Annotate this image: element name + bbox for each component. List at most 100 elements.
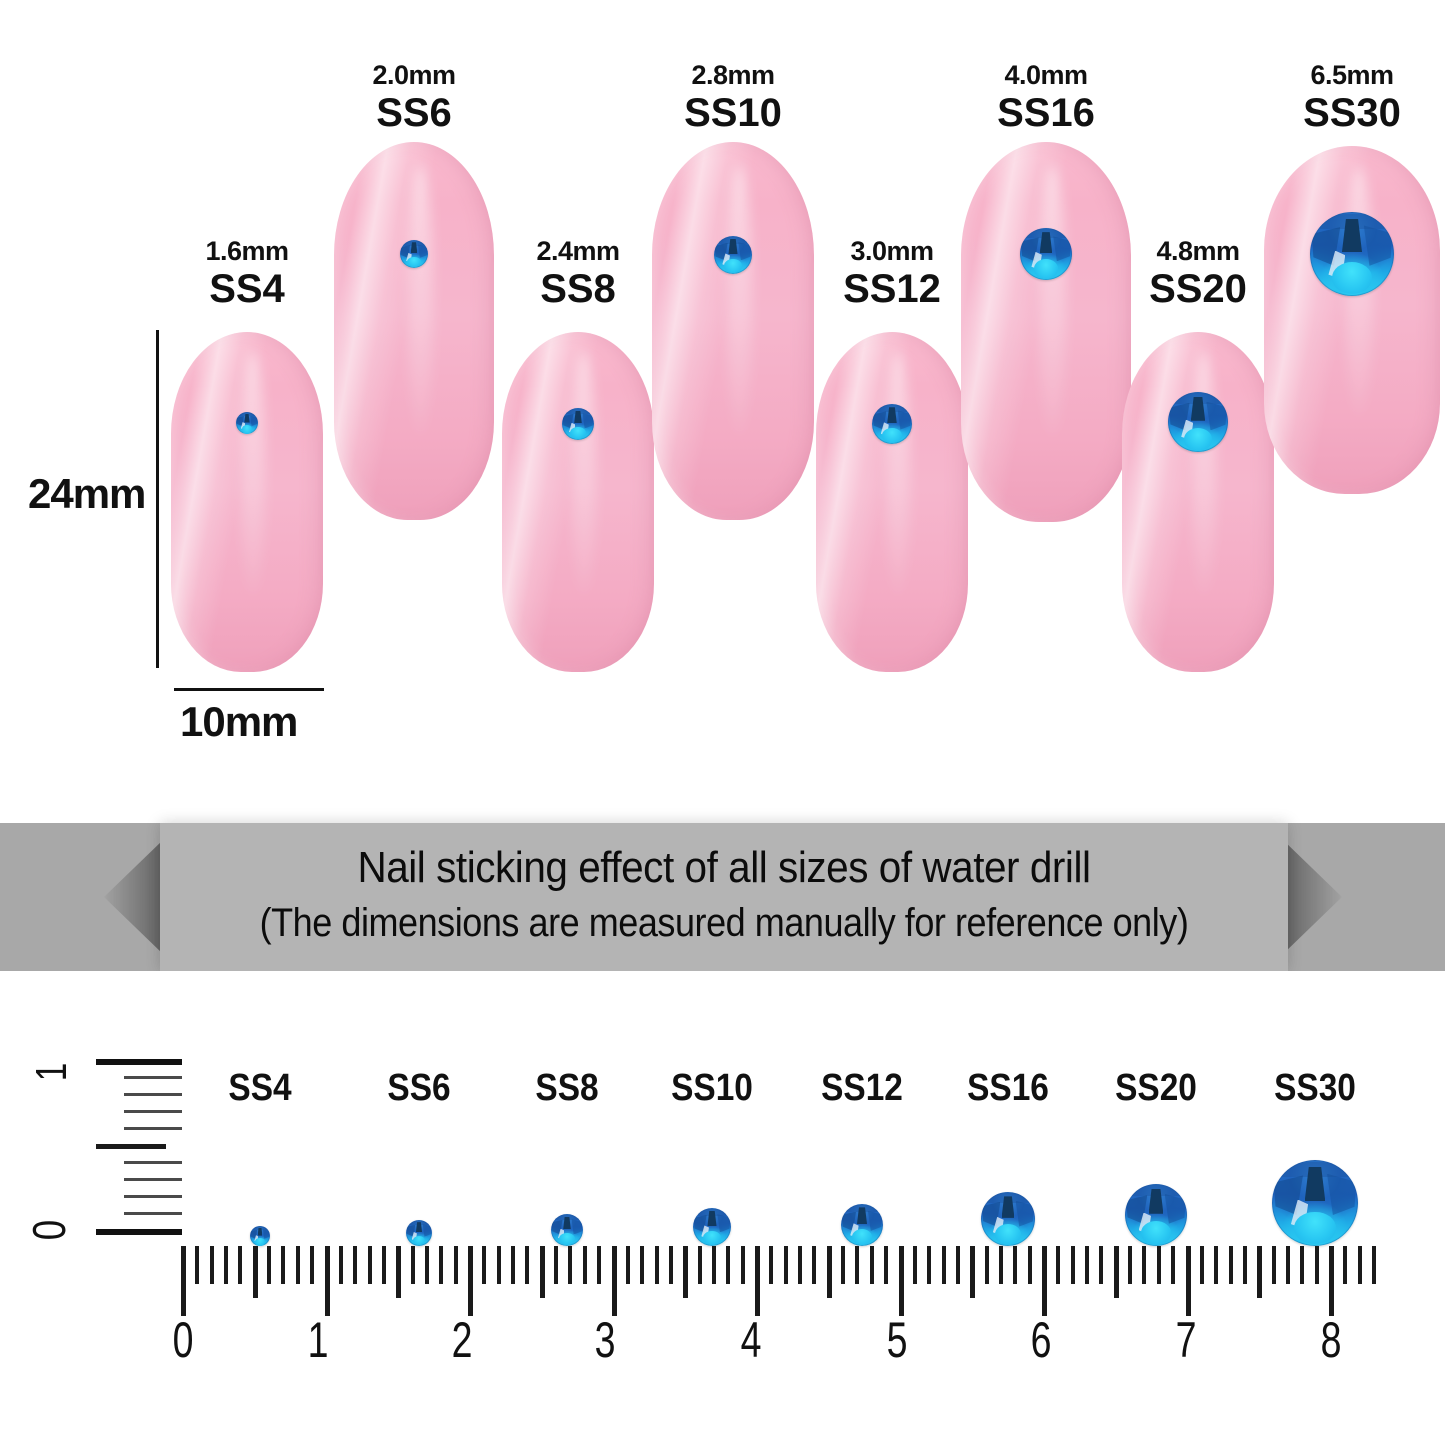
rhinestone-facet-rf	[1164, 1193, 1186, 1224]
nail-size-ss-ss30: SS30	[1303, 91, 1401, 135]
rhinestone-facet-crown	[257, 1227, 263, 1236]
nail-size-mm-ss12: 3.0mm	[850, 236, 934, 266]
ruler-rhinestone-wrap-ss6	[406, 1220, 432, 1246]
nail-tip-ss4	[171, 332, 323, 672]
ruler-tick-minor	[625, 1246, 630, 1284]
nail-label-ss10: 2.8mm SS10	[684, 62, 782, 135]
rhinestone-facet-crown	[1341, 218, 1363, 253]
ruler-rhinestone-wrap-ss16	[981, 1192, 1035, 1246]
rhinestone-on-nail-ss30	[1310, 212, 1394, 296]
vertical-measure-label: 24mm	[28, 470, 146, 517]
ruler-tick-major	[324, 1246, 330, 1316]
rhinestone-facet-lf	[714, 242, 728, 261]
nail-label-ss16: 4.0mm SS16	[997, 62, 1095, 134]
ruler-tick-minor	[1156, 1246, 1161, 1284]
ruler-rhinestone-ss20	[1125, 1184, 1187, 1246]
ruler-tick-minor	[927, 1246, 932, 1284]
rhinestone-facet-lf	[982, 1201, 1001, 1227]
rhinestone-on-nail-ss20	[1168, 392, 1228, 452]
ruler-tick-minor	[582, 1246, 587, 1284]
ruler-rhinestone-ss30	[1272, 1160, 1358, 1246]
ruler-tick-mid	[1257, 1246, 1263, 1298]
rhinestone-facet-rf	[571, 1219, 583, 1235]
ruler-tick-minor	[668, 1246, 673, 1284]
ruler-tick-major	[181, 1246, 186, 1316]
vertical-ruler-tick-minor	[124, 1195, 182, 1198]
ruler-tick-major	[611, 1246, 617, 1316]
nail-tip-ss10	[652, 142, 814, 520]
vertical-ruler-tick-mid	[96, 1144, 166, 1149]
nail-label-ss30: 6.5mm SS30	[1303, 62, 1401, 135]
rhinestone-facet-lf	[872, 411, 887, 430]
ruler-tick-minor	[1300, 1246, 1305, 1284]
rhinestone-facet-rf	[582, 413, 594, 429]
ruler-tick-major	[1185, 1246, 1191, 1316]
ruler-tick-mid	[539, 1246, 545, 1298]
vertical-ruler-tick-minor	[124, 1093, 182, 1096]
rhinestone-facet-crown	[1190, 396, 1206, 421]
ruler-tick-minor	[568, 1246, 573, 1284]
nail-label-ss20: 4.8mm SS20	[1149, 238, 1247, 310]
rhinestone-facet-crown	[574, 410, 582, 424]
ruler-tick-minor	[1171, 1246, 1176, 1284]
banner-inner-panel: Nail sticking effect of all sizes of wat…	[160, 823, 1288, 971]
ruler-tick-major	[1042, 1246, 1047, 1316]
ruler-tick-mid	[1113, 1246, 1119, 1298]
nail-tip-ss6	[334, 142, 494, 520]
rhinestone-facet-table	[723, 258, 743, 274]
ruler-tick-minor	[1142, 1246, 1147, 1284]
ruler-tick-minor	[1314, 1246, 1319, 1284]
vertical-ruler-tick-minor	[124, 1127, 182, 1130]
ruler-tick-minor	[338, 1246, 343, 1284]
rhinestone-facet-table	[1331, 262, 1373, 295]
ruler-tick-minor	[1343, 1246, 1348, 1284]
ribbon-tail-right-icon	[1282, 839, 1342, 955]
ruler-tick-minor	[769, 1246, 774, 1284]
ruler-number-7: 7	[1175, 1312, 1197, 1368]
nail-tip-ss20	[1122, 332, 1274, 672]
ruler-rhinestone-wrap-ss10	[693, 1208, 731, 1246]
ruler-number-2: 2	[451, 1312, 473, 1368]
rhinestone-facet-rf	[417, 244, 428, 258]
ruler-rhinestone-wrap-ss12	[841, 1204, 883, 1246]
ruler-ss-label-ss4: SS4	[228, 1067, 292, 1109]
ruler-tick-minor	[711, 1246, 716, 1284]
rhinestone-facet-table	[851, 1229, 873, 1246]
ruler-rhinestone-ss10	[693, 1208, 731, 1246]
nail-size-ss-ss8: SS8	[540, 267, 616, 311]
rhinestone-facet-rf	[717, 1214, 731, 1233]
ruler-tick-minor	[410, 1246, 415, 1284]
ruler-tick-minor	[1199, 1246, 1204, 1284]
nail-size-ss-ss10: SS10	[684, 91, 782, 135]
ruler-tick-minor	[869, 1246, 874, 1284]
ruler-rhinestone-ss12	[841, 1204, 883, 1246]
ruler-tick-minor	[1128, 1246, 1133, 1284]
rhinestone-facet-crown	[244, 413, 250, 423]
rhinestone-facet-lf	[1021, 237, 1039, 262]
horizontal-measure-line	[174, 688, 324, 691]
rhinestone-facet-rf	[1015, 1200, 1034, 1227]
rhinestone-facet-lf	[551, 1219, 563, 1235]
rhinestone-on-nail-ss8	[562, 408, 594, 440]
banner: Nail sticking effect of all sizes of wat…	[0, 823, 1445, 971]
rhinestone-facet-rf	[1363, 225, 1393, 266]
nail-size-mm-ss8: 2.4mm	[536, 236, 620, 266]
rhinestone-on-nail-ss6	[400, 240, 428, 268]
ruler-tick-minor	[453, 1246, 458, 1284]
ruler-rhinestone-ss4	[250, 1226, 270, 1246]
rhinestone-on-nail-ss12	[872, 404, 912, 444]
vertical-ruler-tick-minor	[124, 1110, 182, 1113]
ruler-number-5: 5	[886, 1312, 908, 1368]
ruler-tick-major	[898, 1246, 904, 1316]
ruler-tick-minor	[855, 1246, 860, 1284]
ruler-rhinestone-wrap-ss4	[250, 1226, 270, 1246]
ruler-tick-minor	[1099, 1246, 1104, 1284]
rhinestone-facet-rf	[897, 410, 912, 430]
nail-label-ss8: 2.4mm SS8	[536, 236, 620, 311]
ruler-tick-minor	[955, 1246, 960, 1284]
ruler-tick-minor	[1357, 1246, 1362, 1284]
ruler-tick-minor	[726, 1246, 731, 1284]
nail-size-ss-ss4: SS4	[209, 267, 285, 311]
ruler-ss-label-ss30: SS30	[1274, 1067, 1356, 1109]
rhinestone-facet-rf	[1206, 401, 1227, 431]
